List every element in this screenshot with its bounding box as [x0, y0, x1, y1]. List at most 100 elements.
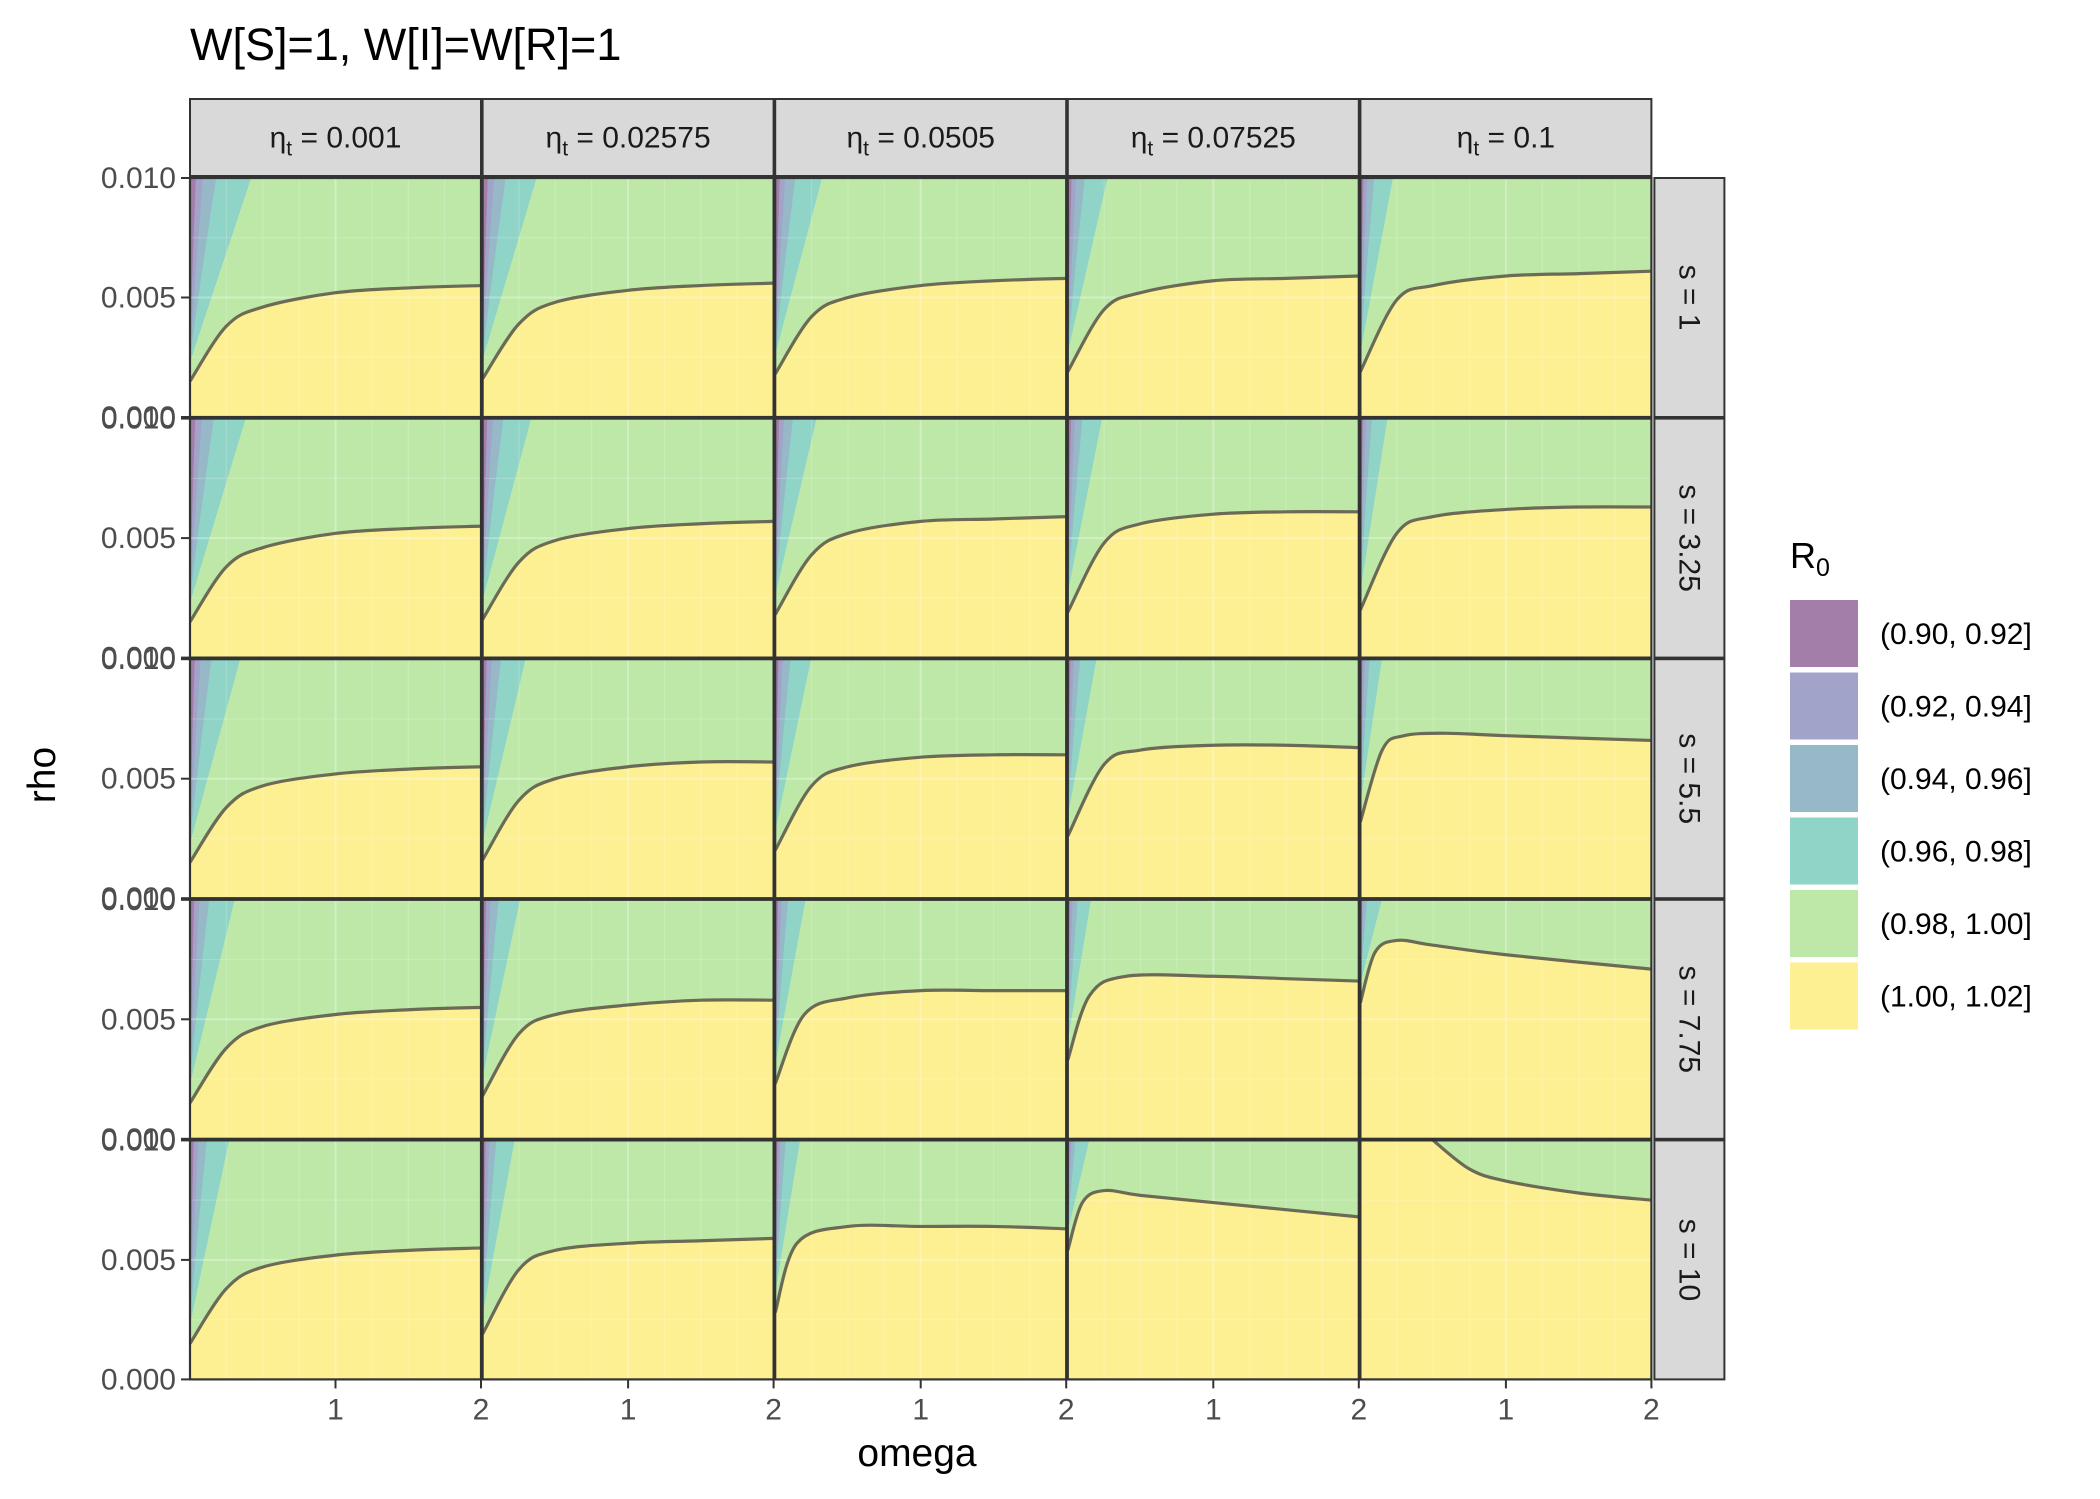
panel [1359, 417, 1653, 659]
region-band [775, 178, 780, 355]
y-tick-label: 0.000 [101, 642, 176, 675]
boundary-curve [1067, 1188, 1359, 1251]
legend-swatch [1790, 962, 1858, 1030]
panel [188, 1139, 483, 1381]
panel-border [1359, 417, 1653, 659]
panel [774, 176, 1068, 419]
legend-swatch [1790, 600, 1858, 667]
panel [1359, 1139, 1653, 1381]
region-1.00-1.02 [1067, 744, 1359, 899]
col-strip: ηt = 0.02575 [481, 98, 775, 177]
x-tick-label: 2 [1643, 1393, 1660, 1426]
row-strip: s = 10 [1653, 1139, 1726, 1381]
boundary-curve [190, 1005, 481, 1104]
legend-swatch [1790, 745, 1858, 812]
col-strip-label: ηt = 0.001 [270, 122, 402, 161]
panel-border [1359, 176, 1653, 419]
region-1.00-1.02 [1067, 275, 1359, 417]
row-strip: s = 7.75 [1653, 898, 1726, 1140]
boundary-curve [1360, 731, 1652, 823]
y-tick-label: 0.005 [101, 522, 176, 555]
panel-grid [188, 176, 1653, 1381]
legend-label: (0.90, 0.92] [1880, 618, 2032, 651]
region-1.00-1.02 [482, 521, 774, 658]
boundary-curve [1360, 938, 1652, 1004]
col-strip-bg [774, 98, 1068, 177]
panel-border [774, 417, 1068, 659]
panel [774, 1139, 1068, 1381]
panel [1359, 898, 1653, 1140]
y-axis: 0.0000.0050.0100.0000.0050.0100.0000.005… [101, 162, 190, 1396]
y-tick-label: 0.005 [101, 1244, 176, 1277]
panel [774, 417, 1068, 659]
panel [481, 1139, 775, 1381]
panel [774, 898, 1068, 1140]
panel-border [1066, 658, 1360, 900]
y-tick-label: 0.000 [101, 882, 176, 915]
x-tick-label: 1 [912, 1393, 929, 1426]
x-tick-label: 2 [1058, 1393, 1075, 1426]
panel [1359, 176, 1653, 419]
panel-border [481, 176, 775, 419]
region-band [482, 178, 488, 360]
row-strip-bg [1653, 1139, 1726, 1381]
boundary-curve [1067, 743, 1359, 837]
boundary-curve [775, 1223, 1067, 1313]
y-tick-label: 0.005 [101, 763, 176, 796]
region-1.00-1.02 [1360, 940, 1652, 1139]
region-1.00-1.02 [482, 283, 774, 417]
y-tick-label: 0.005 [101, 282, 176, 315]
panel-border [481, 658, 775, 900]
row-strip: s = 1 [1653, 177, 1726, 418]
panel [188, 898, 483, 1140]
panel-border [481, 417, 775, 659]
panel-border [481, 898, 775, 1140]
boundary-curve [190, 524, 481, 623]
col-strip: ηt = 0.0505 [774, 98, 1068, 177]
legend-title: R0 [1790, 535, 1830, 582]
boundary-curve [482, 1236, 774, 1335]
col-strip: ηt = 0.001 [189, 98, 482, 177]
panel-border [1359, 658, 1653, 900]
y-axis-title: rho [21, 747, 64, 803]
panel-border [1359, 898, 1653, 1140]
col-strip: ηt = 0.07525 [1066, 98, 1360, 177]
row-strip-bg [1653, 177, 1726, 418]
panel [1066, 658, 1360, 900]
y-tick-label: 0.010 [101, 1124, 176, 1157]
y-tick-label: 0.000 [101, 401, 176, 434]
row-strip-bg [1653, 658, 1726, 900]
boundary-curve [1067, 973, 1359, 1061]
column-strips: ηt = 0.001 ηt = 0.02575 ηt = 0.0505 ηt = 0.… [189, 98, 1653, 177]
region-1.00-1.02 [190, 526, 481, 658]
panel-border [1066, 417, 1360, 659]
col-strip-bg [189, 98, 482, 177]
region-1.00-1.02 [190, 1007, 481, 1139]
row-strip: s = 5.5 [1653, 658, 1726, 900]
chart-title: W[S]=1, W[I]=W[R]=1 [190, 19, 621, 70]
boundary-curve [482, 281, 774, 380]
region-1.00-1.02 [1360, 506, 1652, 658]
panel-border [1066, 898, 1360, 1140]
region-1.00-1.02 [1067, 511, 1359, 658]
x-tick-label: 2 [473, 1393, 490, 1426]
boundary-curve [1432, 1140, 1652, 1202]
col-strip-label: ηt = 0.02575 [546, 122, 711, 161]
boundary-curve [1067, 274, 1359, 373]
boundary-curve [482, 519, 774, 621]
row-strip-bg [1653, 898, 1726, 1140]
row-strip-bg [1653, 417, 1726, 659]
x-tick-label: 1 [327, 1393, 344, 1426]
region-1.00-1.02 [482, 1238, 774, 1380]
boundary-curve [1067, 510, 1359, 613]
y-tick-label: 0.010 [101, 643, 176, 676]
boundary-curve [482, 760, 774, 861]
panel [188, 176, 483, 419]
boundary-curve [190, 765, 481, 864]
region-band [190, 178, 196, 363]
region-band [482, 418, 488, 601]
region-1.00-1.02 [775, 516, 1067, 658]
col-strip-bg [1359, 98, 1653, 177]
x-axis: 1 2 1 2 1 2 1 2 1 2 [327, 1379, 1660, 1426]
